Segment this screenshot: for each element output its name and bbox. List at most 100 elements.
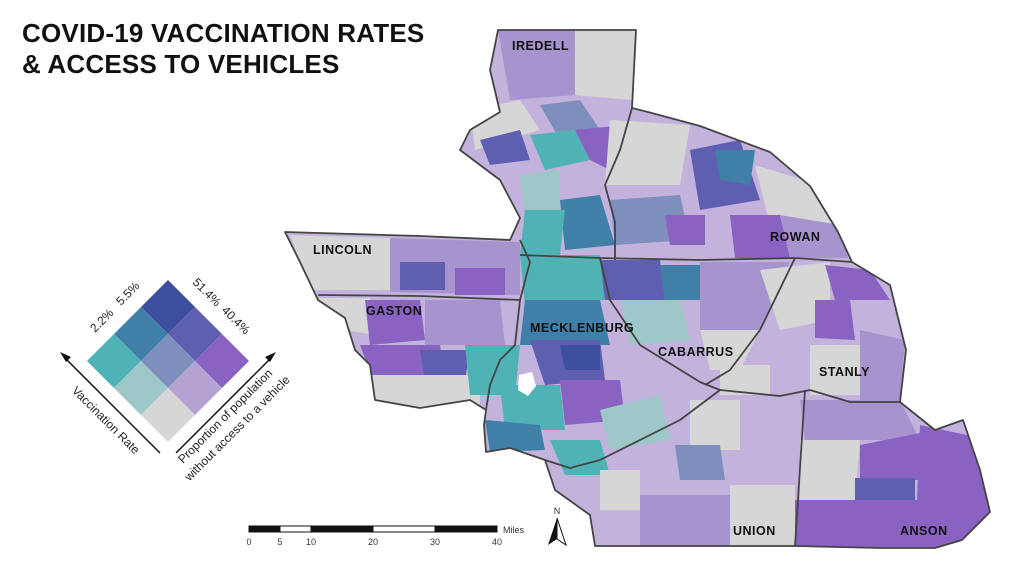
boundary-lincoln-mecklenburg [519,239,531,301]
county-label-rowan: ROWAN [770,230,820,244]
tract-patch [600,395,670,450]
tract-patch [318,298,375,335]
county-label-anson: ANSON [900,524,948,538]
scale-seg-1 [248,525,281,533]
tract-patch [815,300,855,340]
scale-tick-40: 40 [492,537,502,547]
tract-patch [455,268,505,295]
boundary-iredell-rowan [604,107,633,260]
tract-patch [520,210,565,255]
tract-patch [755,165,840,230]
scale-tick-20: 20 [368,537,378,547]
title-line-1: COVID-19 VACCINATION RATES [22,18,425,48]
county-labels: IREDELL ROWAN LINCOLN GASTON MECKLENBURG… [313,39,948,538]
tract-patch [915,425,990,548]
county-label-cabarrus: CABARRUS [658,345,734,359]
tract-patch [465,345,520,395]
map-regions [284,29,991,549]
scale-bar: 0 5 10 20 30 40 Miles [246,525,524,547]
scale-seg-2 [279,525,312,533]
tract-patch [780,215,848,258]
map-title: COVID-19 VACCINATION RATES & ACCESS TO V… [22,18,462,80]
tract-patch [520,300,610,345]
tract-patch [290,235,390,290]
tract-patch [855,478,915,505]
tract-patch [600,260,665,300]
scale-seg-5 [434,525,498,533]
no-data-area [518,372,536,396]
legend-y-axis-line [175,358,271,454]
scale-tick-0: 0 [246,537,251,547]
scale-seg-4 [372,525,436,533]
legend-y-axis-arrowhead [265,352,276,362]
boundary-stanly-anson [809,389,900,403]
tract-patch [810,345,860,395]
tract-patch [575,30,636,100]
tract-patch [640,495,730,546]
county-label-union: UNION [733,524,776,538]
tract-patch [560,345,600,370]
legend-vehicle-high-label: 51.4% [190,275,224,309]
census-tract-patches [290,30,990,548]
tract-patch [715,150,755,185]
tract-patch [425,300,505,345]
north-arrow-icon: N [548,506,567,547]
title-line-2: & ACCESS TO VEHICLES [22,49,340,79]
tract-patch [860,430,935,480]
tract-patch [480,130,530,165]
tract-patch [690,400,740,450]
tract-patch [800,400,920,440]
tract-patch [700,330,760,370]
tract-patch [530,130,590,170]
tract-patch [600,470,640,510]
north-arrow-label: N [554,506,561,516]
scale-tick-30: 30 [430,537,440,547]
boundary-union-stanly [719,389,811,397]
legend-x-axis-line [65,358,161,454]
tract-patch [760,262,830,330]
tract-patch [605,120,690,185]
scale-unit-label: Miles [503,525,525,535]
tract-patch [620,300,690,345]
tract-patch [520,255,605,305]
tract-patch [498,30,575,100]
tract-patch [500,385,565,430]
county-boundaries [284,29,991,549]
bivariate-legend: 2.2% 5.5% 51.4% 40.4% Vaccination Rate P… [60,275,293,484]
tract-patch [420,350,470,380]
legend-vehicle-low-label: 40.4% [219,303,253,337]
county-label-lincoln: LINCOLN [313,243,372,257]
boundary-lincoln-gaston [317,294,521,301]
boundary-cabarrus-rowan [599,257,853,263]
scale-tick-5: 5 [277,537,282,547]
north-arrow-right-half [556,517,567,547]
boundary-union-anson [794,389,806,547]
tract-patch [675,445,725,480]
study-area-outline [284,29,991,549]
boundary-gaston-mecklenburg [485,299,521,411]
tract-patch [800,440,860,500]
legend-vacc-high-label: 5.5% [113,279,142,308]
tract-patch [485,420,545,452]
tract-patch [730,215,790,258]
tract-patch [370,375,480,410]
tract-patch [825,265,890,300]
boundary-cabarrus-stanly [704,257,796,386]
scale-tick-10: 10 [306,537,316,547]
county-label-iredell: IREDELL [512,39,569,53]
north-arrow-left-half [548,518,557,545]
tract-patch [860,330,905,400]
county-label-stanly: STANLY [819,365,870,379]
legend-x-axis-arrowhead [60,352,71,362]
tract-patch [720,365,770,395]
legend-vacc-low-label: 2.2% [87,306,116,335]
scale-seg-3 [310,525,374,533]
county-label-gaston: GASTON [366,304,422,318]
county-label-mecklenburg: MECKLENBURG [530,321,634,335]
tract-patch [660,265,700,300]
tract-patch [795,500,920,548]
legend-cell-bottom [141,388,195,442]
tract-patch [400,262,445,290]
tract-patch [665,215,705,245]
